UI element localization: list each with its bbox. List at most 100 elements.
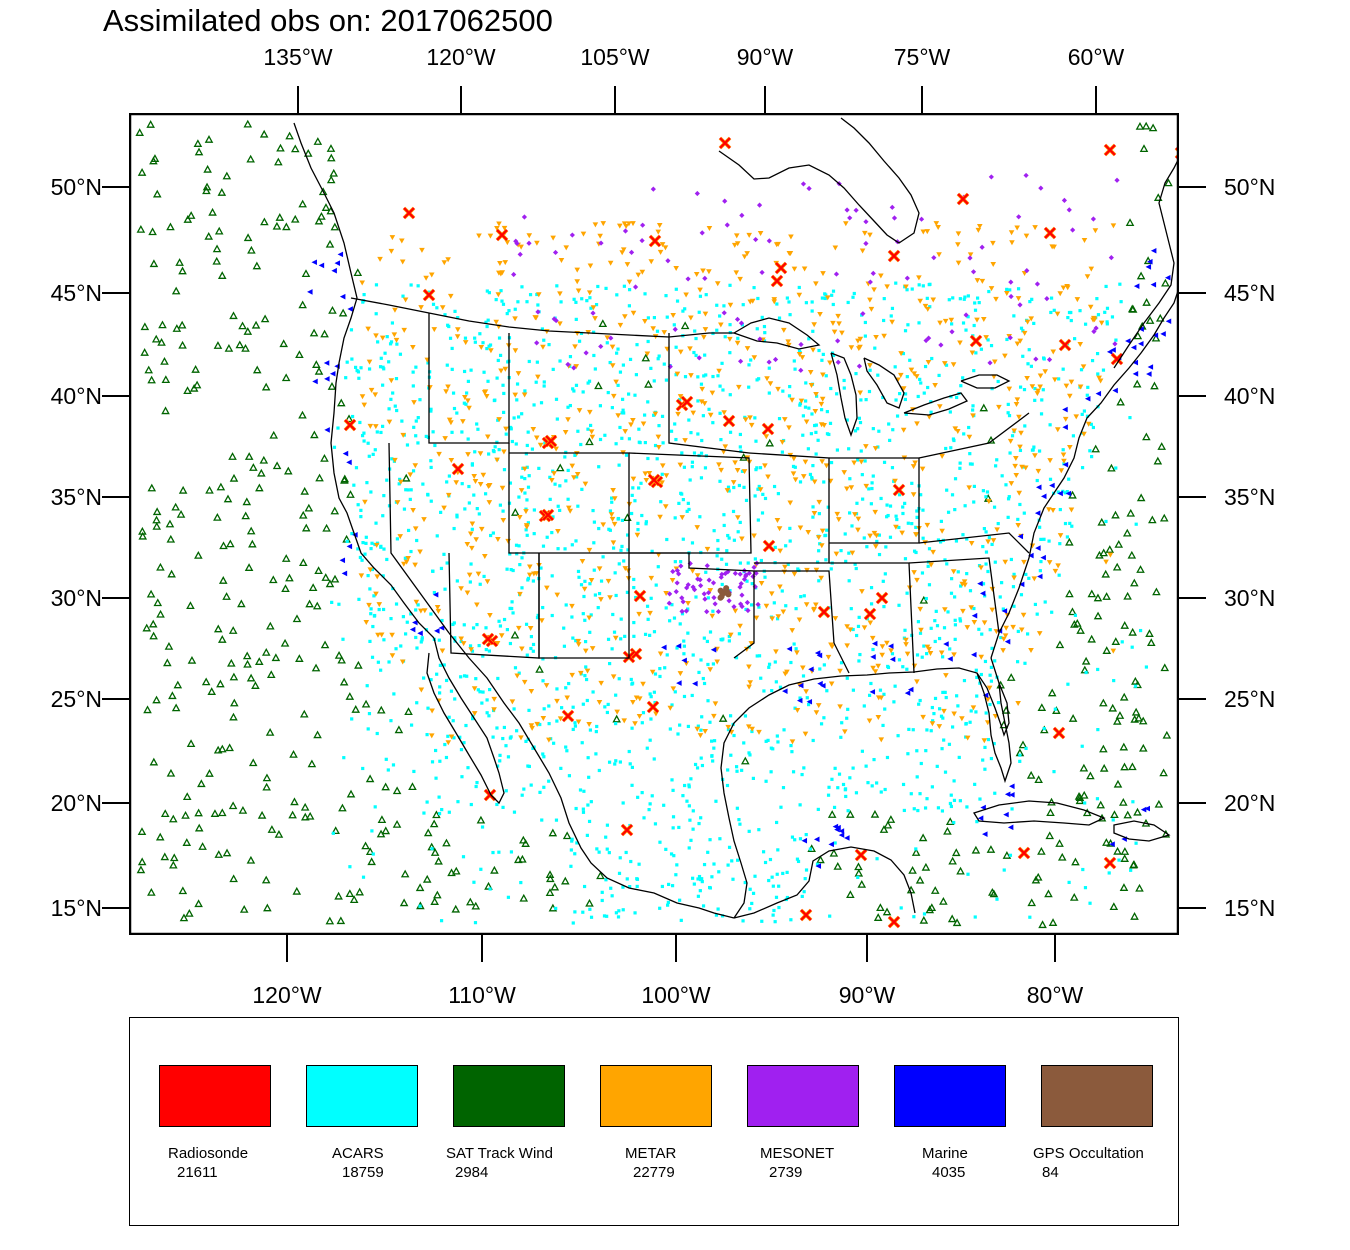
map-panel[interactable] xyxy=(129,113,1179,935)
acars-marker xyxy=(986,338,990,342)
mesonet-marker xyxy=(526,240,532,246)
cuba-coastline xyxy=(973,800,1106,826)
acars-marker xyxy=(558,359,562,363)
acars-marker xyxy=(895,414,900,418)
acars-marker xyxy=(949,793,953,797)
acars-marker xyxy=(781,786,786,790)
acars-marker xyxy=(403,556,407,560)
marine-marker xyxy=(907,686,914,693)
acars-marker xyxy=(653,672,658,676)
metar-marker xyxy=(828,642,834,648)
metar-marker xyxy=(1036,631,1043,637)
metar-marker xyxy=(462,395,468,401)
acars-marker xyxy=(949,446,953,450)
acars-marker xyxy=(416,284,420,288)
mesonet-marker xyxy=(739,603,745,610)
metar-marker xyxy=(367,567,374,573)
metar-marker xyxy=(694,573,701,579)
marine-marker xyxy=(979,590,986,597)
acars-marker xyxy=(653,443,658,448)
acars-marker xyxy=(808,472,813,477)
acars-marker xyxy=(360,558,364,562)
acars-marker xyxy=(1007,414,1012,418)
sat-track-wind-marker xyxy=(239,905,249,913)
acars-marker xyxy=(416,416,420,420)
observation-map[interactable] xyxy=(129,113,1179,935)
acars-marker xyxy=(807,406,811,410)
acars-marker xyxy=(450,346,454,351)
acars-marker xyxy=(592,541,596,545)
acars-marker xyxy=(515,552,519,556)
acars-marker xyxy=(585,833,589,837)
metar-marker xyxy=(843,221,849,227)
acars-marker xyxy=(1057,573,1061,577)
acars-marker xyxy=(761,850,766,854)
sat-track-wind-marker xyxy=(223,494,233,503)
metar-marker xyxy=(670,686,677,692)
marine-marker xyxy=(1001,608,1008,614)
radiosonde-marker xyxy=(723,415,735,427)
sat-track-wind-marker xyxy=(846,810,855,818)
acars-marker xyxy=(879,790,883,794)
acars-marker xyxy=(698,889,702,893)
mesonet-marker xyxy=(931,255,937,261)
metar-marker xyxy=(813,602,819,608)
sat-track-wind-marker xyxy=(146,120,155,128)
acars-marker xyxy=(875,539,879,544)
state-border xyxy=(428,313,510,444)
acars-marker xyxy=(958,799,962,803)
acars-marker xyxy=(689,777,693,781)
metar-marker xyxy=(981,316,987,322)
acars-marker xyxy=(1083,322,1088,326)
sat-track-wind-marker xyxy=(1002,851,1012,859)
metar-marker xyxy=(859,248,866,254)
acars-marker xyxy=(727,489,731,493)
metar-marker xyxy=(519,646,525,652)
left-lat-label: 40°N xyxy=(50,383,102,409)
metar-marker xyxy=(498,368,504,374)
metar-marker xyxy=(861,625,868,631)
acars-marker xyxy=(514,543,519,547)
metar-marker xyxy=(393,337,400,343)
acars-marker xyxy=(843,788,847,792)
acars-marker xyxy=(961,533,965,537)
metar-marker xyxy=(685,600,691,606)
metar-marker xyxy=(1011,575,1017,581)
metar-marker xyxy=(776,526,783,532)
acars-marker xyxy=(716,907,720,911)
acars-marker xyxy=(974,668,978,672)
acars-marker xyxy=(1024,746,1028,751)
sat-track-wind-marker xyxy=(399,898,409,907)
sat-track-wind-marker xyxy=(925,905,935,914)
metar-marker xyxy=(791,571,798,577)
acars-marker xyxy=(643,413,647,417)
acars-marker xyxy=(757,484,761,489)
mesonet-marker xyxy=(833,271,840,277)
metar-marker xyxy=(869,635,876,641)
acars-marker xyxy=(882,460,887,464)
acars-marker xyxy=(644,522,648,526)
acars-marker xyxy=(507,309,511,313)
acars-marker xyxy=(497,336,502,340)
sat-track-wind-marker xyxy=(442,838,451,847)
acars-marker xyxy=(700,877,704,881)
acars-marker xyxy=(471,626,476,630)
acars-marker xyxy=(705,639,709,644)
acars-marker xyxy=(680,451,684,455)
acars-marker xyxy=(922,644,926,648)
acars-marker xyxy=(512,810,517,814)
metar-marker xyxy=(436,451,442,457)
metar-marker xyxy=(460,641,467,647)
acars-marker xyxy=(341,637,345,641)
acars-marker xyxy=(429,612,433,616)
acars-marker xyxy=(463,336,468,340)
observation-layer xyxy=(135,119,1179,929)
acars-marker xyxy=(350,532,354,536)
metar-marker xyxy=(634,532,641,538)
metar-marker xyxy=(911,570,917,576)
florida-coastline xyxy=(976,672,1012,784)
sat-track-wind-marker xyxy=(246,526,256,535)
acars-marker xyxy=(732,733,736,738)
metar-marker xyxy=(955,260,962,266)
acars-marker xyxy=(747,363,751,367)
